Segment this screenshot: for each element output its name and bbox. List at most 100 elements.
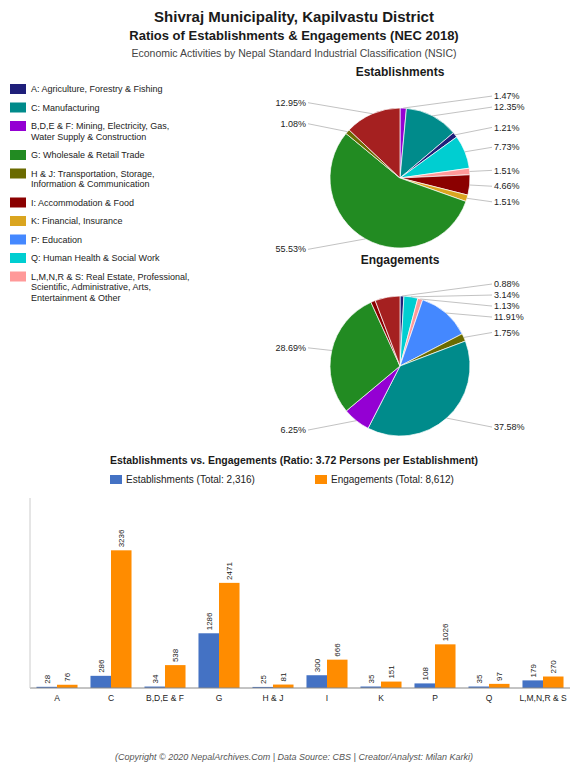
x-tick-label: H & J <box>263 693 284 703</box>
legend-swatch <box>10 198 26 208</box>
data-label: 12.95% <box>275 98 306 108</box>
data-label: 6.25% <box>280 425 306 435</box>
leader-line <box>447 418 492 427</box>
pie <box>330 108 470 248</box>
pie-slice <box>400 137 469 178</box>
data-label: 1286 <box>205 612 214 630</box>
data-label: 179 <box>529 663 538 677</box>
legend-swatch <box>10 216 26 226</box>
data-label: 35 <box>475 674 484 683</box>
legend-label: Establishments (Total: 2,316) <box>126 474 255 485</box>
bar <box>414 683 435 688</box>
data-label: 3236 <box>117 529 126 547</box>
footer: (Copyright © 2020 NepalArchives.Com | Da… <box>115 752 473 762</box>
leader-line <box>446 313 492 317</box>
x-tick-label: A <box>54 693 60 703</box>
bar <box>522 680 543 688</box>
text-line: H & J: Transportation, Storage, <box>31 169 155 179</box>
legend-label: I: Accommodation & Food <box>31 198 134 208</box>
legend-swatch <box>10 103 26 113</box>
x-tick-label: Q <box>486 693 493 703</box>
x-tick-label: I <box>326 693 328 703</box>
bar <box>111 550 132 688</box>
leader-line <box>432 107 492 116</box>
leader-line <box>455 127 492 134</box>
data-label: 151 <box>387 665 396 679</box>
data-label: 0.88% <box>494 279 520 289</box>
data-label: 2471 <box>225 562 234 580</box>
data-label: 1.75% <box>494 328 520 338</box>
legend-swatch <box>10 235 26 245</box>
data-label: 1.21% <box>494 123 520 133</box>
data-label: 108 <box>421 667 430 681</box>
bar <box>327 660 348 688</box>
bar <box>90 676 111 688</box>
data-label: 55.53% <box>275 244 306 254</box>
bar-title: Establishments vs. Engagements (Ratio: 3… <box>110 454 478 466</box>
data-label: 11.91% <box>494 312 524 322</box>
data-label: 37.58% <box>494 422 525 432</box>
bar <box>543 677 564 688</box>
data-label: 25 <box>259 674 268 683</box>
data-label: 1.51% <box>494 197 520 207</box>
x-tick-label: P <box>432 693 438 703</box>
legend-swatch <box>10 121 26 131</box>
data-label: 3.14% <box>494 290 520 300</box>
pie <box>330 296 470 436</box>
text-line: B,D,E & F: Mining, Electricity, Gas, <box>31 121 169 131</box>
legend-label: C: Manufacturing <box>31 103 100 113</box>
color-key: A: Agriculture, Forestry & FishingC: Man… <box>10 84 190 303</box>
pie-title: Establishments <box>356 65 445 79</box>
leader-line <box>308 421 356 430</box>
legend-swatch <box>315 475 327 484</box>
bar <box>306 675 327 688</box>
x-tick-label: C <box>108 693 114 703</box>
legend-label: Engagements (Total: 8,612) <box>331 474 454 485</box>
legend-swatch <box>10 150 26 160</box>
leader-line <box>403 96 492 108</box>
leader-line <box>308 124 348 132</box>
data-label: 1.51% <box>494 166 520 176</box>
x-tick-label: K <box>378 693 384 703</box>
leader-line <box>465 147 492 151</box>
leader-line <box>308 348 332 351</box>
legend-swatch <box>10 272 26 282</box>
subtitle: Ratios of Establishments & Engagements (… <box>129 28 458 43</box>
pie-slice <box>375 296 400 366</box>
bars <box>36 550 563 688</box>
data-label: 12.35% <box>494 102 525 112</box>
x-tick-label: L,M,N,R & S <box>519 693 567 703</box>
data-labels: 2828634128625300351083517976323653824718… <box>43 529 559 684</box>
leader-line <box>467 198 492 201</box>
leader-line <box>402 284 492 296</box>
data-label: 34 <box>151 674 160 683</box>
data-label: 81 <box>279 672 288 681</box>
legend-label: G: Wholesale & Retail Trade <box>31 150 145 160</box>
pie-title: Engagements <box>361 253 440 267</box>
title: Shivraj Municipality, Kapilvastu Distric… <box>154 8 434 25</box>
legend-label: K: Financial, Insurance <box>31 216 123 226</box>
leader-line <box>420 299 492 306</box>
leader-line <box>470 170 492 171</box>
bar <box>381 682 402 688</box>
legend-label: L,M,N,R & S: Real Estate, Professional,S… <box>31 272 190 303</box>
text-line: L,M,N,R & S: Real Estate, Professional, <box>31 272 190 282</box>
leader-line <box>470 185 492 186</box>
data-label: 97 <box>495 671 504 680</box>
data-label: 35 <box>367 674 376 683</box>
text-line: Entertainment & Other <box>31 293 121 303</box>
bar <box>273 685 294 688</box>
text-line: Information & Communication <box>31 179 150 189</box>
bar <box>198 633 219 688</box>
x-axis <box>30 688 570 689</box>
annotation: Economic Activities by Nepal Standard In… <box>131 47 456 59</box>
data-label: 1.47% <box>494 91 520 101</box>
leader-line <box>411 295 492 297</box>
data-label: 1.08% <box>280 119 306 129</box>
legend-swatch <box>110 475 122 484</box>
data-label: 286 <box>97 659 106 673</box>
data-label: 28.69% <box>275 343 306 353</box>
chart: Shivraj Municipality, Kapilvastu Distric… <box>0 0 588 768</box>
legend-swatch <box>10 169 26 179</box>
leader-line <box>308 239 365 249</box>
